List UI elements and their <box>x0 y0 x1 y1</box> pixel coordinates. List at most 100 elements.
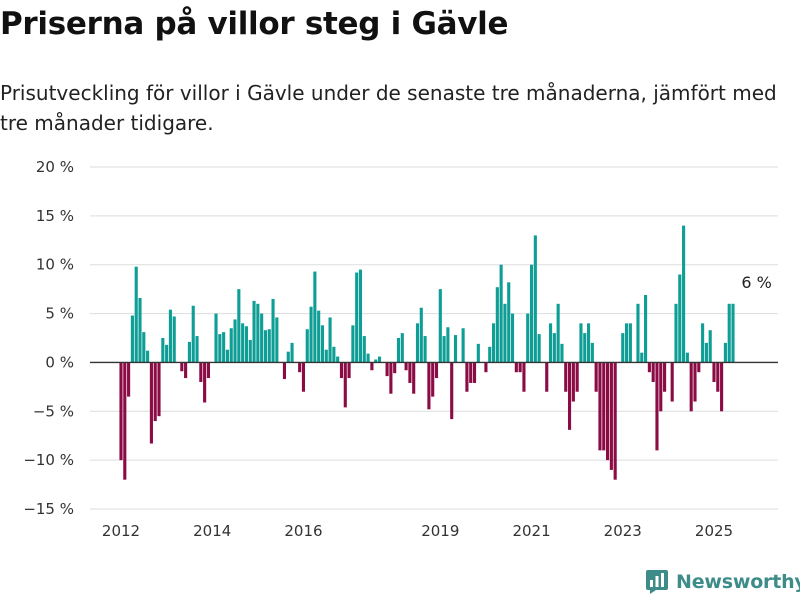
bar <box>256 303 260 363</box>
bar <box>362 336 366 363</box>
bar <box>434 362 439 379</box>
bar <box>685 352 689 363</box>
bar <box>625 323 629 363</box>
bar <box>621 333 625 363</box>
bar <box>328 317 332 363</box>
bar <box>153 362 157 422</box>
y-axis-labels: −15 % −10 % −5 % 0 % 5 % 10 % 15 % 20 % <box>23 158 74 518</box>
bar <box>404 362 408 371</box>
bar <box>222 332 226 363</box>
bar <box>450 362 454 420</box>
bar <box>427 362 431 410</box>
bar <box>271 298 275 363</box>
y-tick-label: −5 % <box>33 402 74 420</box>
bar <box>119 362 123 461</box>
bar <box>237 289 241 363</box>
bar <box>286 351 290 363</box>
bar <box>149 362 153 444</box>
bar <box>507 282 511 363</box>
bar <box>351 325 355 363</box>
bar <box>564 362 568 392</box>
bar <box>659 362 663 412</box>
bar <box>347 362 351 379</box>
bar <box>613 362 617 480</box>
bar <box>157 362 161 417</box>
bar <box>476 343 480 363</box>
bar <box>488 346 492 363</box>
bar <box>195 336 199 363</box>
bar <box>339 362 344 379</box>
bar <box>127 362 131 397</box>
bar <box>533 235 537 363</box>
newsworthy-brand: Newsworthy <box>645 569 800 595</box>
bar <box>704 342 708 363</box>
bar <box>628 323 632 363</box>
bar <box>647 362 651 373</box>
bar <box>305 329 309 363</box>
bar <box>682 225 686 363</box>
bar <box>537 334 541 363</box>
bar <box>199 362 203 382</box>
bar <box>244 326 248 363</box>
bar <box>545 362 549 392</box>
x-tick-label: 2012 <box>102 522 140 540</box>
bar <box>324 349 328 363</box>
bar <box>723 342 727 363</box>
bar <box>377 356 382 363</box>
bar <box>651 362 655 382</box>
last-value-annotation: 6 % <box>741 273 771 292</box>
bars <box>119 225 735 480</box>
bar <box>491 323 496 363</box>
bar <box>408 362 412 383</box>
y-tick-label: −15 % <box>23 500 74 518</box>
bar <box>583 333 587 363</box>
bar <box>355 272 359 363</box>
bar <box>567 362 572 430</box>
bar <box>712 362 716 382</box>
bar <box>396 338 401 363</box>
y-tick-label: −10 % <box>23 451 74 469</box>
bar <box>727 303 731 363</box>
bar <box>336 356 340 363</box>
bar <box>393 362 397 374</box>
bar <box>689 362 693 412</box>
bar <box>560 343 564 363</box>
bar <box>556 303 560 363</box>
bar <box>701 323 705 363</box>
bar <box>510 313 515 363</box>
newsworthy-logo-icon <box>646 570 668 594</box>
bar <box>419 307 423 363</box>
bar <box>214 313 218 363</box>
bar <box>469 362 473 383</box>
bar <box>290 342 294 363</box>
bar <box>431 362 435 397</box>
bar <box>298 362 302 373</box>
bar <box>415 323 420 363</box>
bar <box>313 271 317 363</box>
bar <box>731 303 735 363</box>
bar <box>529 264 534 363</box>
bar <box>495 287 499 363</box>
bar <box>461 328 465 363</box>
bar <box>317 310 321 363</box>
bar <box>693 362 697 402</box>
bar <box>165 344 169 363</box>
bar <box>241 323 245 363</box>
bar <box>708 330 712 363</box>
bar <box>218 334 222 363</box>
page-title: Priserna på villor steg i Gävle <box>0 6 509 42</box>
bar <box>697 362 701 373</box>
bar <box>260 313 264 363</box>
bar <box>644 295 648 363</box>
bar <box>526 313 530 363</box>
bar <box>168 309 172 363</box>
brand-name: Newsworthy <box>676 571 800 593</box>
bar <box>423 336 427 363</box>
bar <box>522 362 526 392</box>
bar <box>203 362 207 403</box>
bar <box>716 362 720 392</box>
bar <box>548 323 553 363</box>
bar <box>590 342 594 363</box>
bar <box>370 362 374 371</box>
